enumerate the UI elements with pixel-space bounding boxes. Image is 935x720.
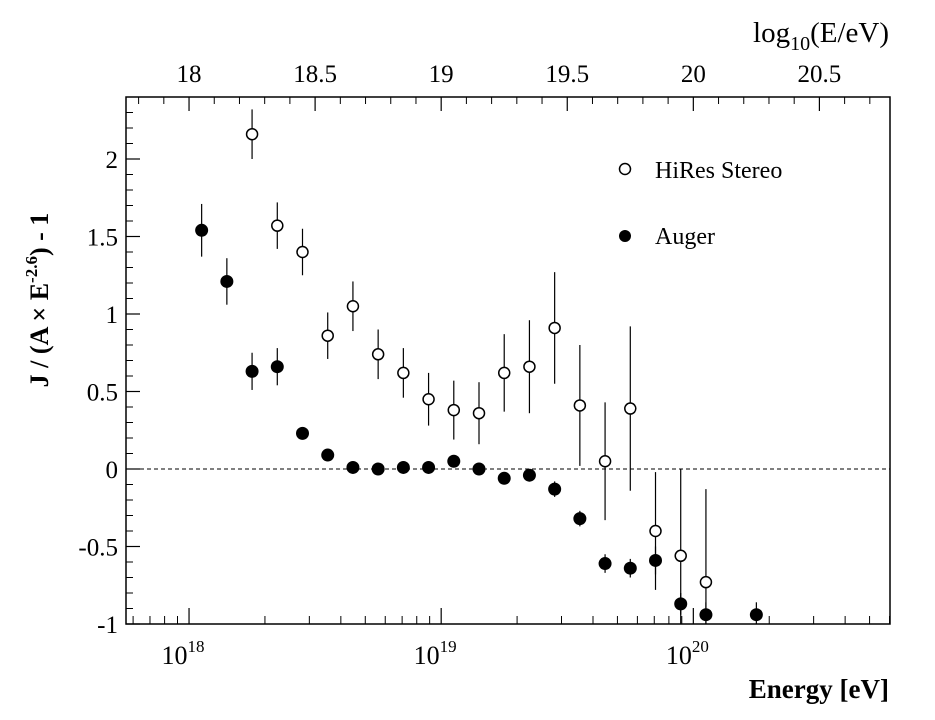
data-point <box>321 448 335 462</box>
data-point <box>472 406 486 420</box>
data-point <box>371 348 385 361</box>
data-point <box>598 557 612 571</box>
data-point <box>220 274 234 288</box>
data-point <box>573 399 587 412</box>
legend-auger-marker <box>619 230 631 242</box>
y-axis: -1 -0.5 0 0.5 1 1.5 2 <box>78 147 140 639</box>
top-tick-label: 18 <box>177 61 202 88</box>
x-axis-bottom: 1018 1019 1020 <box>162 608 709 670</box>
data-point <box>497 366 511 380</box>
x-tick-label: 1020 <box>666 637 709 670</box>
x-axis-top: 18 18.5 19 19.5 20 20.5 <box>177 61 842 111</box>
data-point <box>245 364 259 378</box>
data-point <box>649 553 663 567</box>
data-point <box>195 223 209 237</box>
series-auger <box>195 203 763 624</box>
top-tick-label: 19.5 <box>545 61 589 88</box>
y-tick-label: -1 <box>97 612 118 639</box>
data-point <box>523 360 536 373</box>
data-point <box>296 245 309 259</box>
data-point <box>749 608 763 622</box>
data-point <box>346 460 360 474</box>
data-point <box>271 219 284 232</box>
y-tick-label: 0.5 <box>87 380 118 407</box>
data-point <box>472 462 486 476</box>
data-point <box>447 454 461 468</box>
data-point <box>346 300 360 313</box>
data-point <box>674 549 687 563</box>
top-tick-label: 19 <box>429 61 454 88</box>
top-tick-label: 18.5 <box>293 61 337 88</box>
data-point <box>296 426 310 440</box>
y-tick-label: 1 <box>106 302 119 329</box>
top-tick-label: 20.5 <box>798 61 842 88</box>
data-point <box>270 360 284 374</box>
data-point <box>371 462 385 476</box>
data-point <box>699 608 713 622</box>
data-point <box>573 512 587 526</box>
minor-ticks <box>126 96 891 624</box>
y-tick-label: -0.5 <box>78 535 118 562</box>
data-point <box>321 329 334 342</box>
data-point <box>623 561 637 575</box>
data-point <box>624 402 637 415</box>
data-point <box>245 127 259 141</box>
series-hires-stereo <box>245 109 713 624</box>
x-tick-label: 1019 <box>414 637 457 670</box>
x-axis-label: Energy [eV] <box>749 674 889 704</box>
data-point <box>447 403 461 417</box>
y-tick-label: 0 <box>106 457 119 484</box>
legend-hires-label: HiRes Stereo <box>655 158 782 184</box>
x-tick-label: 1018 <box>162 637 205 670</box>
data-point <box>548 482 562 496</box>
y-tick-label: 2 <box>106 147 119 174</box>
legend-hires-marker <box>618 162 632 176</box>
data-point <box>674 597 688 611</box>
data-point <box>522 468 536 482</box>
data-point <box>397 366 410 380</box>
y-axis-label: J / (A × E-2.6) - 1 <box>22 213 54 388</box>
legend-auger-label: Auger <box>655 224 715 250</box>
data-point <box>699 575 713 589</box>
data-point <box>548 321 561 335</box>
top-axis-label: log10(E/eV) <box>753 17 889 55</box>
data-point <box>422 393 435 406</box>
data-series <box>195 109 763 624</box>
data-point <box>396 460 410 474</box>
data-point <box>422 460 436 474</box>
y-tick-label: 1.5 <box>87 225 118 252</box>
top-tick-label: 20 <box>681 61 706 88</box>
data-point <box>497 471 511 485</box>
data-point <box>649 524 662 538</box>
legend: HiRes Stereo Auger <box>618 158 782 250</box>
data-point <box>598 455 612 468</box>
